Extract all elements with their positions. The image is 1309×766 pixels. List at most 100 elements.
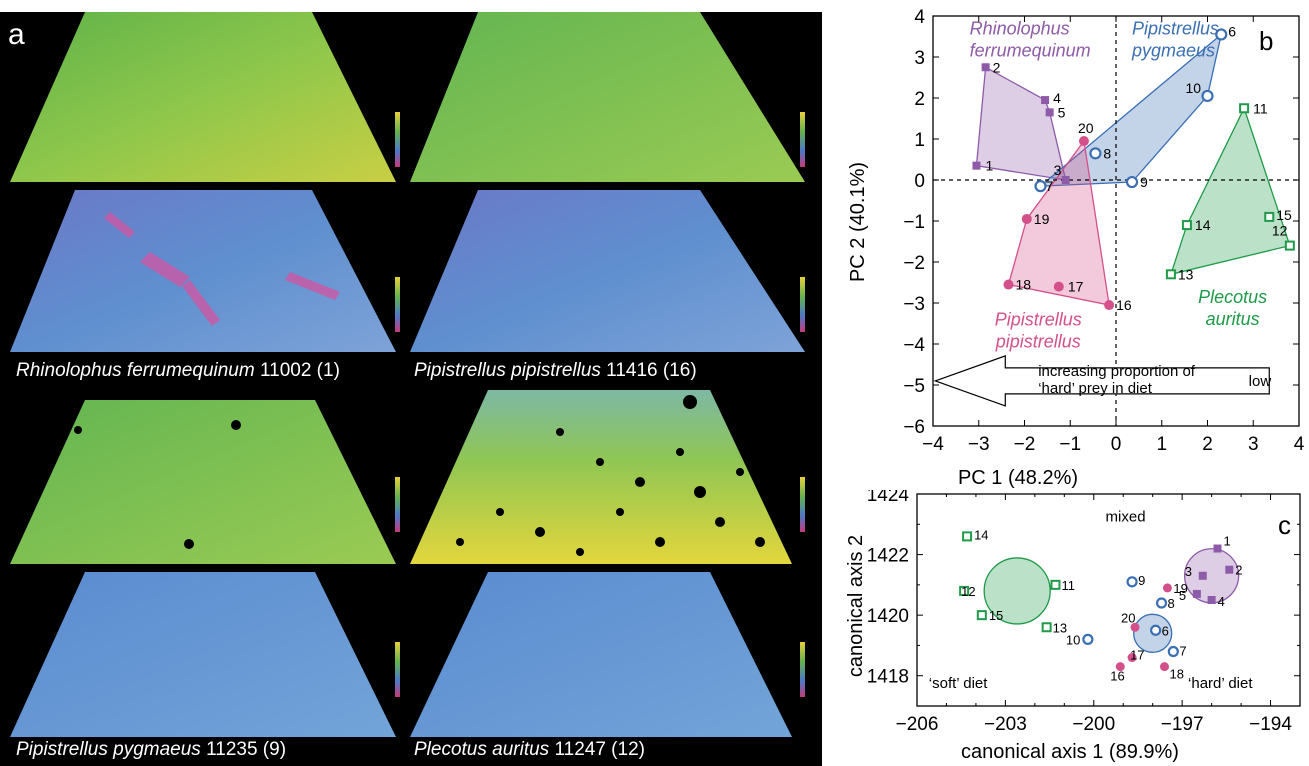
c-x-tick-label: −206	[896, 714, 939, 735]
c-point-label-3: 3	[1185, 564, 1192, 579]
panel-a-letter: a	[8, 18, 25, 51]
point-label-3: 3	[1054, 162, 1062, 178]
surface-pygmaeus-bottom	[10, 572, 396, 737]
c-x-axis-label: canonical axis 1 (89.9%)	[961, 741, 1179, 763]
surface-rhinolophus-top	[10, 12, 396, 182]
y-tick-label: 4	[914, 7, 925, 28]
annotation-mixed: mixed	[1106, 508, 1146, 525]
centroid-circle-plecotus	[983, 557, 1051, 625]
point-c-1	[1213, 544, 1222, 553]
surface-pipistrellus-bottom	[410, 190, 805, 352]
y-tick-label: −6	[903, 417, 925, 438]
panel-b-letter: b	[1259, 26, 1273, 56]
point-label-19: 19	[1034, 211, 1050, 227]
point-4	[1041, 96, 1050, 105]
group-label-pip_pygmaeus: Pipistrellus	[1132, 18, 1219, 38]
x-tick-label: −3	[968, 434, 990, 455]
point-label-6: 6	[1228, 23, 1236, 39]
point-label-11: 11	[1253, 100, 1268, 116]
x-tick-label: 4	[1294, 434, 1305, 455]
y-tick-label: −4	[903, 335, 925, 356]
point-label-5: 5	[1058, 104, 1066, 120]
point-19	[1021, 213, 1032, 224]
group-label-pip_pipistrellus: pipistrellus	[995, 332, 1081, 352]
c-x-tick-label: −197	[1161, 714, 1204, 735]
y-tick-label: −5	[903, 376, 925, 397]
c-y-tick-label: 1420	[867, 606, 909, 627]
c-point-label-14: 14	[974, 527, 988, 542]
c-point-label-6: 6	[1162, 623, 1169, 638]
point-15	[1264, 211, 1275, 222]
point-5	[1045, 108, 1054, 117]
point-c-9	[1126, 576, 1138, 588]
point-c-6	[1150, 624, 1162, 636]
point-label-16: 16	[1116, 297, 1132, 313]
surface-plecotus-top	[410, 390, 792, 564]
point-c-13	[1041, 622, 1052, 633]
x-tick-label: −4	[922, 434, 944, 455]
point-13	[1165, 269, 1176, 280]
point-c-16	[1115, 662, 1125, 672]
group-label-pip_pygmaeus: pygmaeus	[1131, 40, 1215, 60]
c-plot-frame	[916, 493, 1301, 707]
panel-b-pca-chart: b PC 1 (48.2%) PC 2 (40.1%) increasing p…	[847, 7, 1305, 489]
arrow-end-label: low	[1249, 373, 1272, 390]
point-c-14	[962, 531, 973, 542]
point-c-15	[976, 610, 987, 621]
point-c-18	[1159, 662, 1169, 672]
c-point-label-11: 11	[1061, 578, 1075, 593]
point-label-7: 7	[1046, 178, 1054, 194]
point-c-4	[1207, 596, 1216, 604]
c-y-axis-label: canonical axis 2	[845, 535, 867, 677]
point-c-8	[1155, 597, 1168, 609]
y-tick-label: −3	[903, 294, 925, 315]
caption-rhinolophus: Rhinolophus ferrumequinum 11002 (1)	[16, 360, 340, 381]
y-tick-label: 1	[914, 130, 925, 151]
c-point-label-5: 5	[1179, 588, 1186, 603]
c-point-label-20: 20	[1121, 610, 1135, 625]
arrow-text-0: increasing proportion of	[1038, 363, 1196, 380]
group-label-pip_pipistrellus: Pipistrellus	[995, 310, 1082, 330]
y-tick-label: −1	[903, 212, 925, 233]
point-c-12	[959, 585, 970, 596]
point-3	[1061, 176, 1070, 184]
point-1	[972, 161, 981, 170]
y-tick-label: −2	[903, 253, 925, 274]
x-tick-label: −2	[1014, 434, 1036, 455]
group-label-plecotus: Plecotus	[1198, 287, 1267, 307]
point-14	[1181, 220, 1192, 231]
panel-a-texture-images: a	[0, 12, 822, 766]
point-label-8: 8	[1103, 145, 1111, 161]
black-pits	[456, 395, 765, 556]
point-c-20	[1130, 622, 1140, 632]
y-axis-label: PC 2 (40.1%)	[847, 162, 869, 282]
annotation-soft: ‘soft’ diet	[929, 675, 988, 692]
point-18	[1003, 279, 1014, 290]
point-c-17	[1127, 653, 1137, 663]
point-label-1: 1	[985, 158, 993, 174]
point-c-3	[1198, 571, 1207, 580]
surface-pipistrellus-top	[410, 12, 805, 182]
point-6	[1215, 28, 1228, 41]
group-label-rhinolophus: ferrumequinum	[970, 40, 1091, 60]
point-c-7	[1167, 645, 1179, 658]
point-label-18: 18	[1015, 277, 1031, 293]
x-tick-label: 2	[1202, 434, 1213, 455]
caption-pygmaeus: Pipistrellus pygmaeus 11235 (9)	[16, 739, 287, 760]
arrow-text-1: ‘hard’ prey in diet	[1038, 380, 1153, 397]
c-point-label-17: 17	[1130, 648, 1144, 663]
point-16	[1104, 300, 1115, 311]
y-tick-label: 3	[914, 48, 925, 69]
point-c-11	[1050, 579, 1061, 590]
c-y-tick-label: 1422	[867, 546, 909, 567]
c-point-label-7: 7	[1179, 643, 1186, 658]
c-x-tick-label: −200	[1072, 714, 1115, 735]
texture-surfaces	[10, 12, 805, 737]
caption-pipistrellus: Pipistrellus pipistrellus 11416 (16)	[414, 360, 697, 381]
point-label-17: 17	[1068, 279, 1084, 295]
point-9	[1125, 175, 1139, 189]
point-10	[1201, 89, 1214, 103]
x-tick-label: 0	[1111, 434, 1122, 455]
c-point-label-1: 1	[1224, 534, 1231, 549]
point-c-19	[1162, 583, 1172, 593]
